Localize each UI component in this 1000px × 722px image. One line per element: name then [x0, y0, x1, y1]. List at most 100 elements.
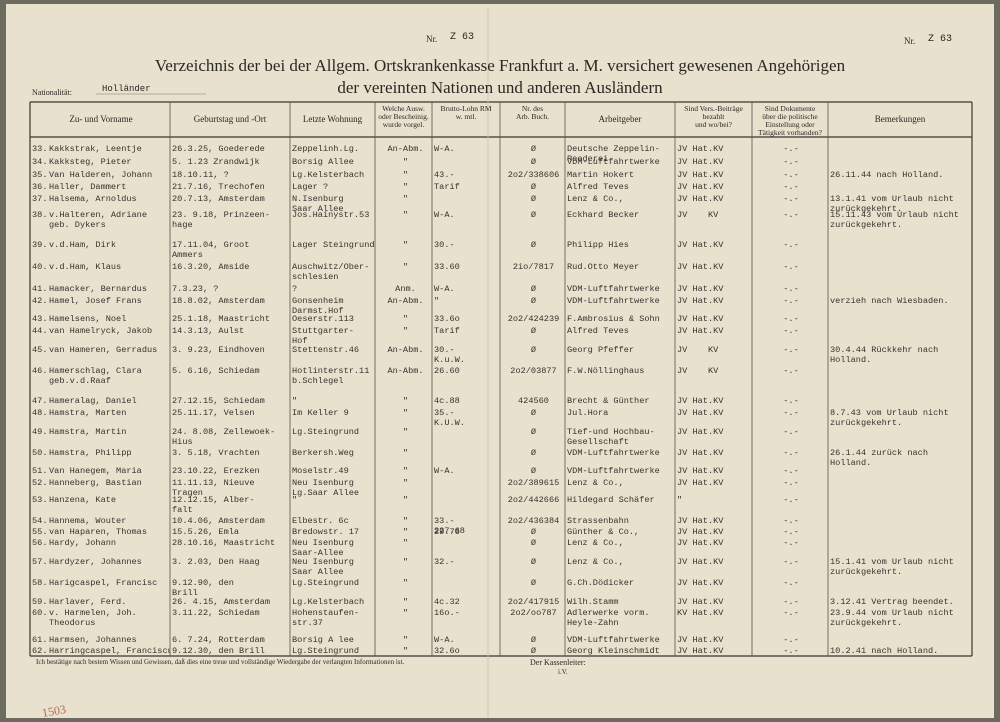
cell: F.Ambrosius & Sohn [567, 314, 660, 324]
cell: -.- [783, 646, 799, 656]
cell: Philipp Hies [567, 240, 629, 250]
cell: 56. [32, 538, 48, 548]
cell: Brecht & Günther [567, 396, 650, 406]
cell: Ø [530, 578, 537, 588]
cell: VDM-Luftfahrtwerke [567, 284, 660, 294]
cell: G.Ch.Dödicker [567, 578, 635, 588]
cell: 3. 2.03, Den Haag [172, 557, 260, 567]
cell: -.- [783, 448, 799, 458]
cell: Hotlinterstr.11 b.Schlegel [292, 366, 370, 386]
cell: -.- [783, 478, 799, 488]
cell: JV Hat.KV [677, 597, 724, 607]
cell: Ø [530, 210, 537, 220]
cell: " [402, 210, 409, 220]
cell: -.- [783, 296, 799, 306]
cell: Lg.Kelsterbach [292, 170, 365, 180]
cell: 6. 7.24, Rotterdam [172, 635, 265, 645]
cell: 26.3.25, Goederede [172, 144, 265, 154]
cell: 23.9.44 vom Urlaub nicht zurückgekehrt. [830, 608, 954, 628]
cell: An-Abm. [387, 366, 424, 376]
cell: An-Abm. [387, 144, 424, 154]
nationality: Holländer [102, 84, 151, 94]
cell: Gonsenheim Darmst.Hof [292, 296, 344, 316]
cell: 2o2/436384 [507, 516, 560, 526]
cell: 2o2/442666 [507, 495, 560, 505]
cell: " [402, 538, 409, 548]
cell: JV Hat.KV [677, 240, 724, 250]
cell: " [402, 597, 409, 607]
cell: Jul.Hora [567, 408, 609, 418]
cell: 4c.88 [434, 396, 460, 406]
cell: Lager Steingrund [292, 240, 375, 250]
cell: 37. [32, 194, 48, 204]
cell: 2o2/417915 [507, 597, 560, 607]
cell: 32.6o [434, 646, 460, 656]
cell: 15.1.41 vom Urlaub nicht zurückgekehrt. [830, 557, 954, 577]
cell: 27.12.15, Schiedam [172, 396, 265, 406]
cell: " [402, 478, 409, 488]
cell: Tarif [434, 182, 460, 192]
nr: Z 63 [928, 34, 953, 45]
cell: 51. [32, 466, 48, 476]
column-header: Brutto-Lohn RM w. mtl. [440, 104, 492, 121]
cell: VDM-Luftfahrtwerke [567, 635, 660, 645]
cell: " [402, 635, 409, 645]
cell: Lenz & Co., [567, 538, 624, 548]
cell: Lenz & Co., [567, 557, 624, 567]
cell: Hohenstaufen- str.37 [292, 608, 360, 628]
cell: -.- [783, 170, 799, 180]
cell: 33. [32, 144, 48, 154]
cell: v.Halteren, Adriane geb. Dykers [49, 210, 147, 230]
column-header: Sind Vers.-Beiträge bezahlt und wo/bei? [684, 104, 743, 129]
cell: " [402, 182, 409, 192]
cell: Martin Hokert [567, 170, 635, 180]
cell: " [402, 427, 409, 437]
cell: 41. [32, 284, 48, 294]
cell: Hamstra, Philipp [49, 448, 132, 458]
cell: KV Hat.KV [677, 608, 724, 618]
cell: 8.7.43 vom Urlaub nicht zurückgekehrt. [830, 408, 949, 428]
cell: Ø [530, 408, 537, 418]
cell: JV Hat.KV [677, 538, 724, 548]
nationality-label: Nationalität: [32, 88, 72, 97]
cell: W-A. [434, 466, 455, 476]
subtitle: der vereinten Nationen und anderen Auslä… [337, 78, 663, 97]
cell: JV Hat.KV [677, 516, 724, 526]
cell: An-Abm. [387, 345, 424, 355]
cell: v.d.Ham, Dirk [49, 240, 117, 250]
cell: " [402, 262, 409, 272]
cell: 3.12.41 Vertrag beendet. [830, 597, 954, 607]
cell: -.- [783, 157, 799, 167]
cell: v. Harmelen, Joh. Theodorus [49, 608, 137, 628]
cell: -.- [783, 527, 799, 537]
cell: Harigcaspel, Francisc [49, 578, 158, 588]
cell: JV Hat.KV [677, 396, 724, 406]
cell: Neu Isenburg Saar Allee [292, 557, 354, 577]
cell: Ø [530, 538, 537, 548]
cell: " [402, 557, 409, 567]
cell: 10.2.41 nach Holland. [830, 646, 939, 656]
cell: Borsig A lee [292, 635, 354, 645]
cell: van Hamelryck, Jakob [49, 326, 153, 336]
cell: JV Hat.KV [677, 557, 724, 567]
cell: 2o2/338606 [507, 170, 560, 180]
cell: Ø [530, 296, 537, 306]
cell: 14.3.13, Aulst [172, 326, 245, 336]
cell: Ø [530, 527, 537, 537]
cell: -.- [783, 262, 799, 272]
cell: 26. 4.15, Amsterdam [172, 597, 270, 607]
cell: Ø [530, 144, 537, 154]
cell: JV Hat.KV [677, 284, 724, 294]
cell: JV Hat.KV [677, 408, 724, 418]
cell: -.- [783, 578, 799, 588]
nr-label: Nr. [904, 36, 916, 46]
cell: Wilh.Stamm [567, 597, 619, 607]
cell: 424560 [518, 396, 549, 406]
cell: 33.- 227.68 [434, 516, 465, 536]
cell: 34. [32, 157, 48, 167]
cell: 33.6o [434, 314, 460, 324]
cell: JV Hat.KV [677, 144, 724, 154]
cell: 5. 1.23 Zrandwijk [172, 157, 260, 167]
cell: Im Keller 9 [292, 408, 349, 418]
cell: -.- [783, 144, 799, 154]
